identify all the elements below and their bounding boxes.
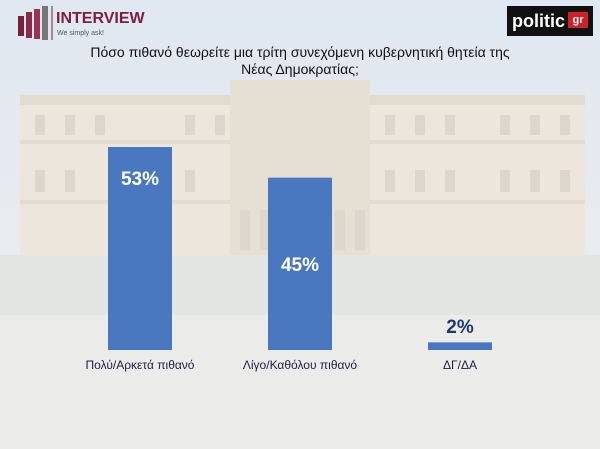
interview-logo: INTERVIEW We simply ask! — [18, 6, 146, 40]
x-tick-label: Λίγο/Καθόλου πιθανό — [243, 358, 358, 372]
chart-title: Πόσο πιθανό θεωρείτε μια τρίτη συνεχόμεν… — [90, 44, 510, 77]
x-tick-label: ΔΓ/ΔΑ — [443, 358, 477, 372]
value-label: 45% — [281, 255, 319, 276]
bar — [428, 342, 492, 350]
interview-name: INTERVIEW — [56, 10, 146, 27]
value-label: 53% — [121, 169, 159, 190]
politic-name: politic — [512, 11, 565, 31]
value-label: 2% — [446, 317, 474, 338]
x-tick-label: Πολύ/Αρκετά πιθανό — [86, 358, 195, 372]
bar — [268, 177, 332, 350]
politic-logo: politic gr — [507, 6, 593, 36]
interview-tagline: We simply ask! — [57, 30, 104, 37]
bar — [108, 147, 172, 350]
politic-suffix: gr — [573, 14, 585, 26]
